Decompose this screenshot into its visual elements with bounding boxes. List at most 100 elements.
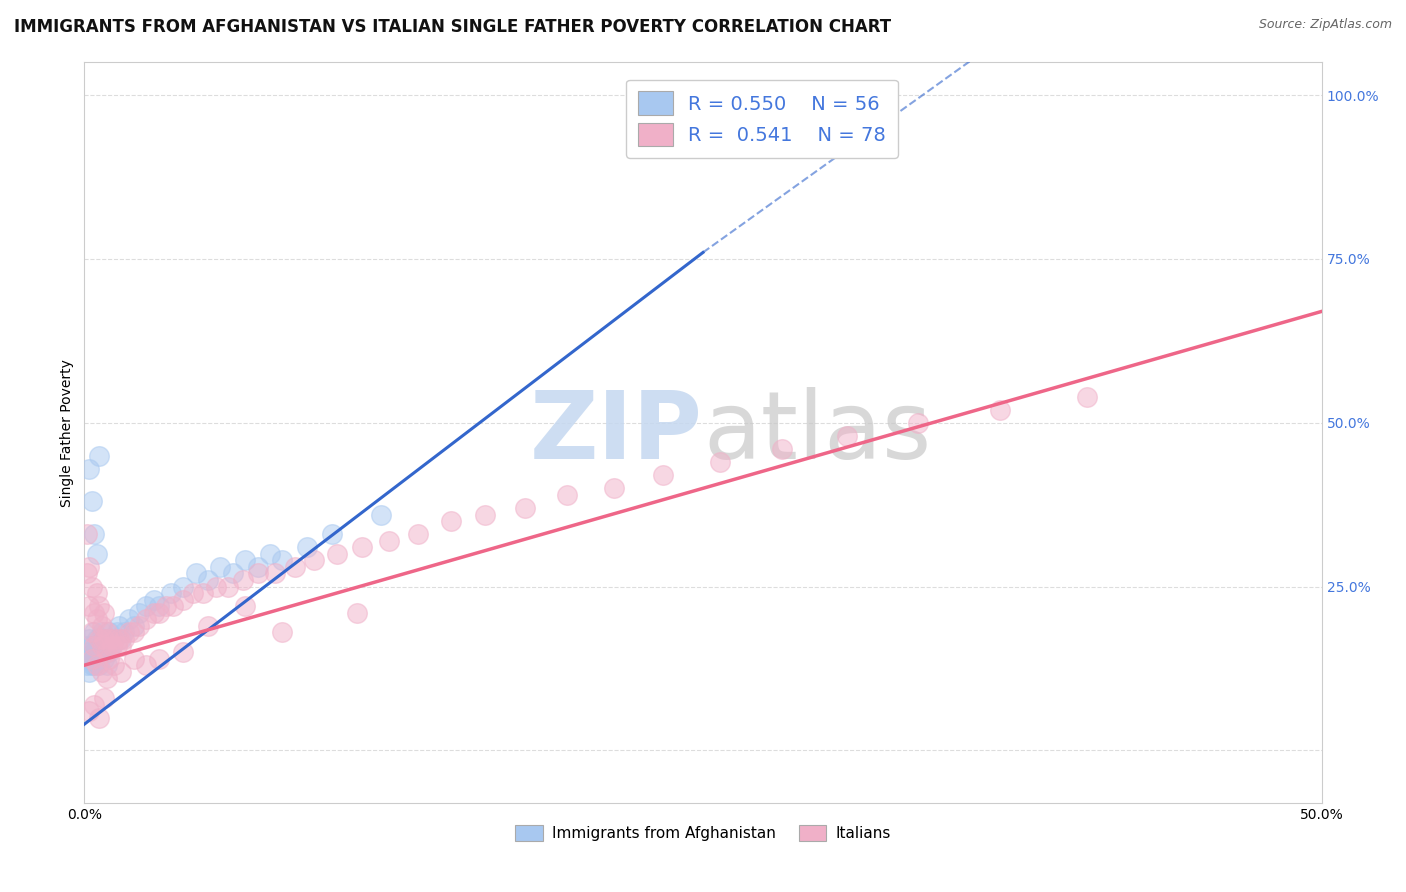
Point	[770, 442, 793, 456]
Point	[259, 547, 281, 561]
Point	[110, 665, 132, 679]
Point	[835, 429, 858, 443]
Point	[295, 541, 318, 555]
Point	[474, 508, 496, 522]
Point	[122, 651, 145, 665]
Point	[350, 541, 373, 555]
Point	[184, 566, 207, 581]
Point	[96, 645, 118, 659]
Point	[90, 625, 112, 640]
Point	[93, 632, 115, 646]
Point	[370, 508, 392, 522]
Text: atlas: atlas	[703, 386, 931, 479]
Point	[96, 639, 118, 653]
Point	[232, 573, 254, 587]
Point	[439, 514, 461, 528]
Point	[89, 599, 111, 614]
Point	[377, 533, 399, 548]
Point	[271, 553, 294, 567]
Point	[90, 645, 112, 659]
Point	[148, 606, 170, 620]
Point	[108, 632, 131, 646]
Y-axis label: Single Father Poverty: Single Father Poverty	[60, 359, 75, 507]
Point	[346, 606, 368, 620]
Point	[80, 580, 103, 594]
Point	[96, 671, 118, 685]
Point	[103, 632, 125, 646]
Text: IMMIGRANTS FROM AFGHANISTAN VS ITALIAN SINGLE FATHER POVERTY CORRELATION CHART: IMMIGRANTS FROM AFGHANISTAN VS ITALIAN S…	[14, 18, 891, 36]
Point	[83, 658, 105, 673]
Point	[118, 612, 141, 626]
Point	[246, 566, 269, 581]
Point	[86, 651, 108, 665]
Point	[142, 592, 165, 607]
Point	[222, 566, 245, 581]
Point	[76, 566, 98, 581]
Point	[118, 625, 141, 640]
Point	[98, 645, 121, 659]
Point	[233, 599, 256, 614]
Point	[155, 599, 177, 614]
Point	[80, 625, 103, 640]
Text: ZIP: ZIP	[530, 386, 703, 479]
Point	[96, 658, 118, 673]
Point	[233, 553, 256, 567]
Point	[98, 632, 121, 646]
Point	[246, 560, 269, 574]
Point	[148, 651, 170, 665]
Point	[89, 658, 111, 673]
Point	[162, 599, 184, 614]
Point	[98, 625, 121, 640]
Point	[79, 645, 101, 659]
Point	[86, 632, 108, 646]
Point	[197, 619, 219, 633]
Point	[988, 402, 1011, 417]
Point	[83, 625, 105, 640]
Point	[89, 639, 111, 653]
Point	[907, 416, 929, 430]
Point	[79, 599, 101, 614]
Point	[172, 592, 194, 607]
Point	[98, 651, 121, 665]
Point	[83, 698, 105, 712]
Point	[304, 553, 326, 567]
Point	[271, 625, 294, 640]
Point	[83, 645, 105, 659]
Point	[108, 619, 131, 633]
Point	[76, 639, 98, 653]
Point	[76, 651, 98, 665]
Point	[204, 580, 226, 594]
Point	[93, 606, 115, 620]
Point	[79, 560, 101, 574]
Point	[83, 639, 105, 653]
Point	[197, 573, 219, 587]
Point	[326, 547, 349, 561]
Point	[86, 547, 108, 561]
Point	[135, 599, 157, 614]
Point	[76, 527, 98, 541]
Point	[128, 619, 150, 633]
Point	[105, 625, 128, 640]
Point	[79, 461, 101, 475]
Text: Source: ZipAtlas.com: Source: ZipAtlas.com	[1258, 18, 1392, 31]
Point	[79, 665, 101, 679]
Point	[86, 645, 108, 659]
Point	[96, 625, 118, 640]
Point	[264, 566, 287, 581]
Point	[86, 658, 108, 673]
Point	[80, 494, 103, 508]
Point	[142, 606, 165, 620]
Point	[135, 612, 157, 626]
Point	[76, 658, 98, 673]
Point	[122, 625, 145, 640]
Point	[112, 625, 135, 640]
Point	[100, 639, 122, 653]
Point	[110, 632, 132, 646]
Point	[83, 606, 105, 620]
Point	[692, 128, 714, 142]
Point	[86, 586, 108, 600]
Point	[321, 527, 343, 541]
Point	[103, 658, 125, 673]
Point	[80, 658, 103, 673]
Point	[86, 612, 108, 626]
